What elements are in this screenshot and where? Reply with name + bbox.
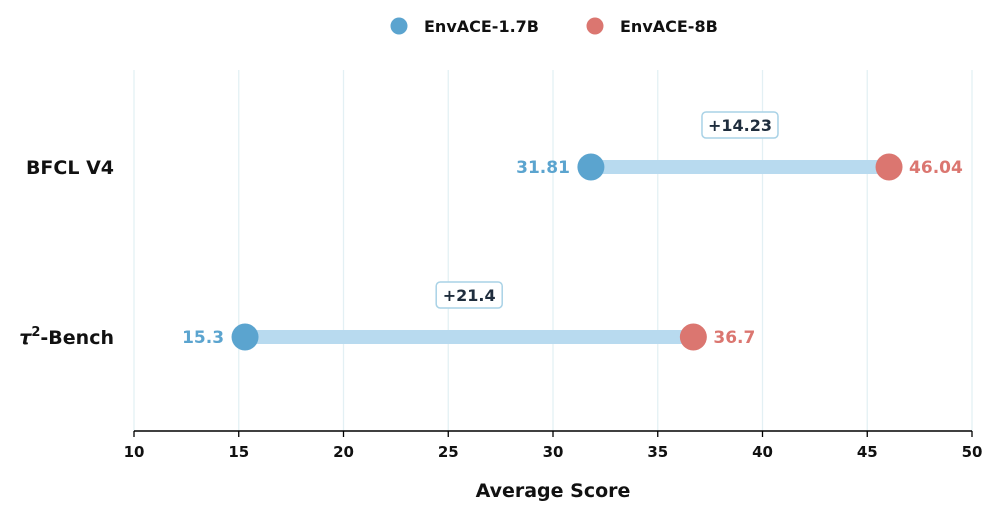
x-tick-label: 45	[857, 443, 878, 461]
legend-label: EnvACE-8B	[620, 17, 718, 36]
legend-marker	[586, 17, 604, 35]
grid-lines	[133, 70, 973, 431]
plot-marks: BFCL V4 31.81 46.04 +14.23 τ2-Bench 15.3 36.7 +…	[19, 111, 963, 351]
point-envace-1-7b	[231, 323, 259, 351]
delta-label: +14.23	[708, 116, 772, 135]
x-tick-label: 40	[752, 443, 773, 461]
x-tick-label: 20	[333, 443, 354, 461]
legend-marker	[390, 17, 408, 35]
x-tick-label: 15	[228, 443, 249, 461]
legend: EnvACE-1.7B EnvACE-8B	[390, 17, 718, 36]
category-label: τ2-Bench	[19, 325, 114, 349]
legend-label: EnvACE-1.7B	[424, 17, 539, 36]
x-tick-label: 10	[124, 443, 145, 461]
point-envace-1-7b	[577, 153, 605, 181]
x-tick-label: 25	[438, 443, 459, 461]
delta-label: +21.4	[443, 286, 496, 305]
category-label: BFCL V4	[26, 157, 114, 179]
point-envace-8b	[875, 153, 903, 181]
value-label-low: 15.3	[182, 328, 224, 348]
x-axis: 10 15 20 25 30 35 40 45 50	[124, 430, 983, 461]
point-envace-8b	[679, 323, 707, 351]
value-label-high: 36.7	[713, 328, 755, 348]
value-label-high: 46.04	[909, 158, 963, 178]
x-tick-label: 50	[962, 443, 983, 461]
value-label-low: 31.81	[516, 158, 570, 178]
x-tick-label: 35	[647, 443, 668, 461]
x-tick-label: 30	[543, 443, 564, 461]
delta-box	[701, 111, 779, 139]
delta-box	[435, 281, 503, 309]
x-axis-label: Average Score	[476, 480, 631, 502]
